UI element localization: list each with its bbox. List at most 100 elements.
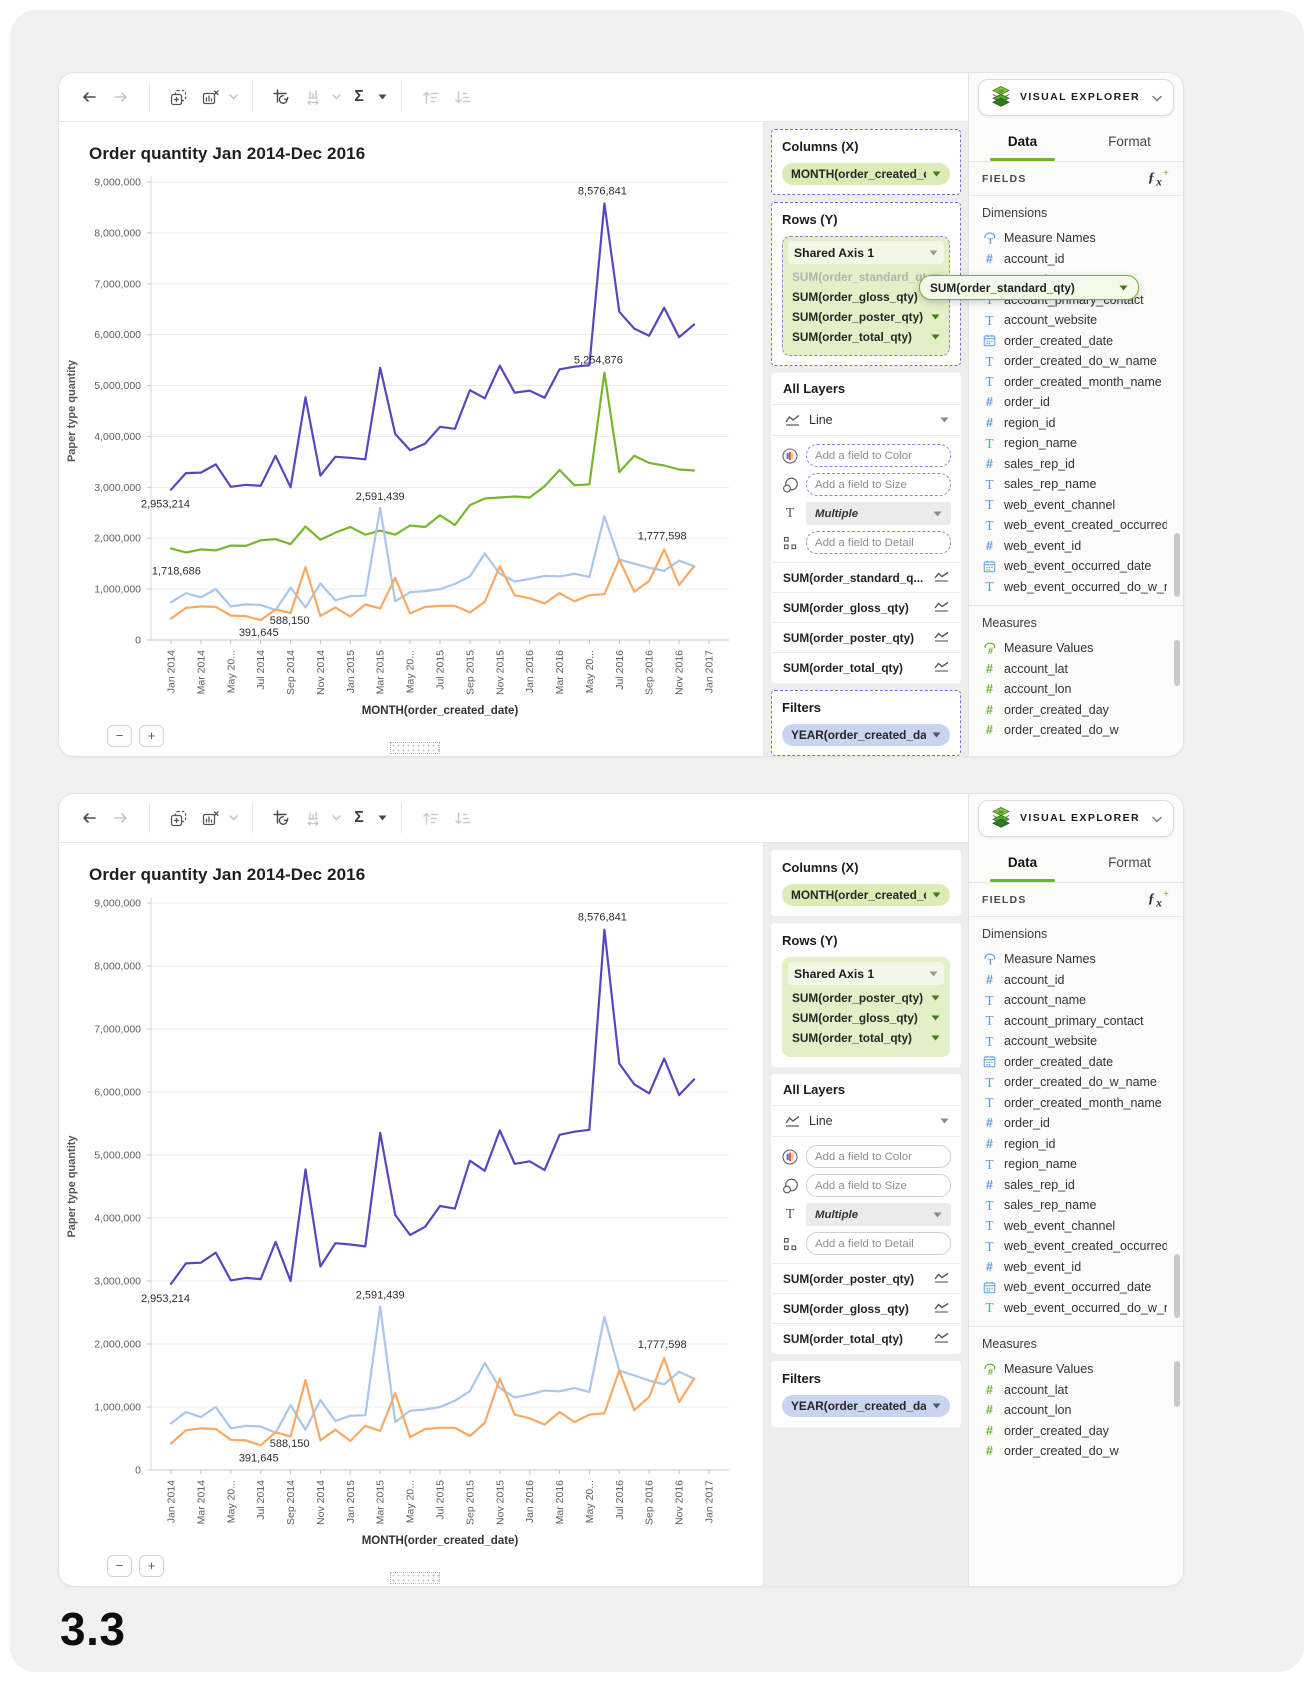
sort-descending-button[interactable]	[446, 802, 478, 834]
chevron-down-icon[interactable]	[227, 813, 240, 823]
field-item[interactable]: # order_created_day	[982, 700, 1183, 721]
zoom-in-button[interactable]: +	[139, 725, 164, 747]
duplicate-visualization-button[interactable]	[162, 81, 194, 113]
tab-format[interactable]: Format	[1108, 133, 1151, 149]
size-field-input[interactable]: Add a field to Size	[806, 473, 951, 496]
rows-shelf-pill[interactable]: SUM(order_poster_qty)	[792, 988, 940, 1008]
field-item[interactable]: # web_event_id	[982, 1257, 1183, 1278]
layer-measure-row[interactable]: SUM(order_total_qty)	[772, 653, 960, 682]
layer-type-selector[interactable]: Line	[772, 1106, 960, 1137]
aggregate-button[interactable]: Σ	[343, 81, 375, 113]
rows-shelf-pill[interactable]: SUM(order_gloss_qty)	[792, 287, 940, 307]
field-item[interactable]: # sales_rep_id	[982, 1175, 1183, 1196]
field-item[interactable]: # account_lon	[982, 679, 1183, 700]
layer-measure-row[interactable]: SUM(order_standard_q...	[772, 563, 960, 593]
rows-shelf-pill[interactable]: SUM(order_poster_qty)	[792, 307, 940, 327]
swap-axes-button[interactable]	[265, 81, 297, 113]
field-item[interactable]: web_event_occurred_date	[982, 556, 1183, 577]
field-item[interactable]: # order_created_do_w	[982, 1441, 1183, 1462]
columns-pill-month[interactable]: MONTH(order_created_d...	[782, 884, 950, 906]
zoom-in-button[interactable]: +	[139, 1555, 164, 1577]
chevron-down-icon[interactable]	[376, 92, 389, 102]
tab-data[interactable]: Data	[969, 121, 1076, 161]
field-item[interactable]: # Measure Values	[982, 1359, 1183, 1380]
scrollbar-thumb[interactable]	[1174, 640, 1180, 686]
size-field-input[interactable]: Add a field to Size	[806, 1174, 951, 1197]
field-item[interactable]: Tweb_event_occurred_do_w_na...	[982, 1298, 1183, 1319]
swap-axes-button[interactable]	[265, 802, 297, 834]
field-item[interactable]: Tweb_event_occurred_do_w_na...	[982, 577, 1183, 598]
field-item[interactable]: T Measure Names	[982, 949, 1183, 970]
layer-type-selector[interactable]: Line	[772, 405, 960, 436]
layer-measure-row[interactable]: SUM(order_poster_qty)	[772, 1264, 960, 1294]
order-quantity-line-chart[interactable]: 0 1,000,000 2,000,000 3,000,000 4,000,000 5,0…	[59, 164, 763, 726]
chevron-down-icon[interactable]	[330, 813, 343, 823]
columns-pill-month[interactable]: MONTH(order_created_d...	[782, 163, 950, 185]
field-item[interactable]: # order_id	[982, 392, 1183, 413]
tab-format[interactable]: Format	[1108, 854, 1151, 870]
scrollbar-thumb[interactable]	[1174, 1361, 1180, 1407]
forward-button[interactable]	[105, 802, 137, 834]
add-calculated-field-icon[interactable]: ƒx+	[1147, 889, 1170, 910]
remove-visualization-button[interactable]	[194, 81, 226, 113]
mini-scrollbar[interactable]	[389, 1572, 440, 1584]
layer-measure-row[interactable]: SUM(order_total_qty)	[772, 1324, 960, 1353]
field-item[interactable]: order_created_date	[982, 1052, 1183, 1073]
rows-shelf-pill[interactable]: SUM(order_total_qty)	[792, 1028, 940, 1048]
chevron-down-icon[interactable]	[330, 92, 343, 102]
sort-ascending-button[interactable]	[414, 802, 446, 834]
order-quantity-line-chart[interactable]: 0 1,000,000 2,000,000 3,000,000 4,000,000 5,0…	[59, 885, 763, 1556]
field-item[interactable]: # region_id	[982, 413, 1183, 434]
sort-ascending-button[interactable]	[414, 81, 446, 113]
rows-shelf-pill[interactable]: SUM(order_standard_qty)	[792, 267, 940, 287]
field-item[interactable]: # account_lon	[982, 1400, 1183, 1421]
chevron-down-icon[interactable]	[227, 92, 240, 102]
filter-pill-year[interactable]: YEAR(order_created_date)	[782, 724, 950, 746]
rows-shelf-pill[interactable]: SUM(order_gloss_qty)	[792, 1008, 940, 1028]
field-item[interactable]: # account_lat	[982, 1380, 1183, 1401]
detail-field-input[interactable]: Add a field to Detail	[806, 531, 951, 554]
layer-measure-row[interactable]: SUM(order_gloss_qty)	[772, 1294, 960, 1324]
aggregate-button[interactable]: Σ	[343, 802, 375, 834]
field-item[interactable]: # order_created_day	[982, 1421, 1183, 1442]
field-item[interactable]: # account_lat	[982, 659, 1183, 680]
sort-descending-button[interactable]	[446, 81, 478, 113]
text-field-input[interactable]: Multiple	[806, 502, 951, 525]
rows-shelf-pill[interactable]: SUM(order_total_qty)	[792, 327, 940, 347]
field-item[interactable]: # web_event_id	[982, 536, 1183, 557]
field-item[interactable]: # account_id	[982, 970, 1183, 991]
layer-measure-row[interactable]: SUM(order_poster_qty)	[772, 623, 960, 653]
shared-axis-header[interactable]: Shared Axis 1	[788, 241, 944, 264]
field-item[interactable]: # account_id	[982, 249, 1183, 270]
mini-scrollbar[interactable]	[389, 742, 440, 754]
back-button[interactable]	[73, 81, 105, 113]
field-item[interactable]: # region_id	[982, 1134, 1183, 1155]
chevron-down-icon[interactable]	[376, 813, 389, 823]
field-item[interactable]: # order_created_do_w	[982, 720, 1183, 741]
dragging-field-pill[interactable]: SUM(order_standard_qty)	[919, 275, 1139, 300]
remove-visualization-button[interactable]	[194, 802, 226, 834]
visual-explorer-menu-button[interactable]: VISUAL EXPLORER	[978, 78, 1174, 116]
text-field-input[interactable]: Multiple	[806, 1203, 951, 1226]
tab-data[interactable]: Data	[969, 842, 1076, 882]
shared-axis-header[interactable]: Shared Axis 1	[788, 962, 944, 985]
forward-button[interactable]	[105, 81, 137, 113]
field-item[interactable]: order_created_date	[982, 331, 1183, 352]
scrollbar-thumb[interactable]	[1174, 1254, 1180, 1318]
field-item[interactable]: # order_id	[982, 1113, 1183, 1134]
color-field-input[interactable]: Add a field to Color	[806, 1145, 951, 1168]
